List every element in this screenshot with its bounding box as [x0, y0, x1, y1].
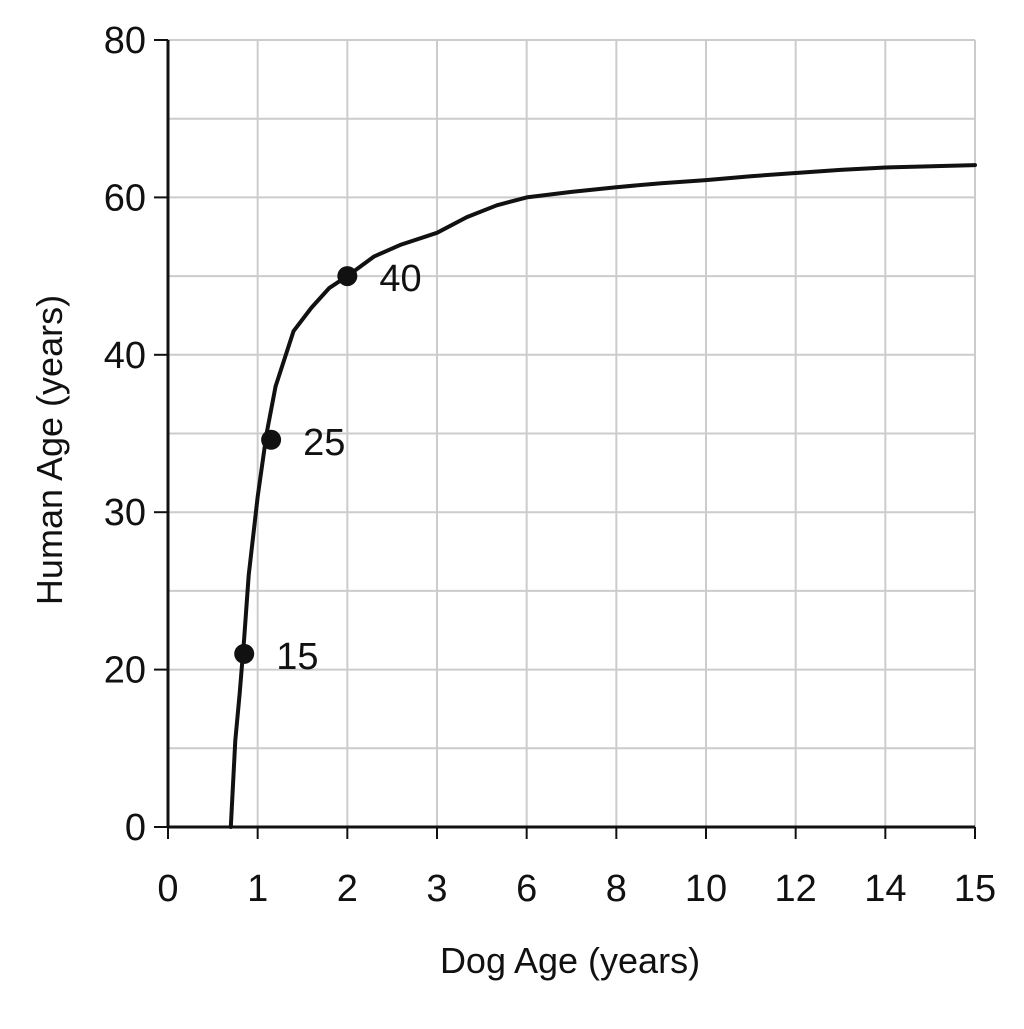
x-tick-label: 1	[247, 868, 268, 910]
data-point	[261, 429, 282, 450]
y-tick-label: 80	[104, 20, 146, 62]
y-tick-label: 40	[104, 335, 146, 377]
data-label: 15	[276, 636, 318, 678]
x-tick-label: 3	[426, 868, 447, 910]
x-axis-title: Dog Age (years)	[440, 940, 700, 981]
data-point	[234, 643, 255, 664]
x-tick-label: 2	[337, 868, 358, 910]
x-tick-label: 14	[864, 868, 906, 910]
series	[228, 163, 977, 829]
data-point	[337, 266, 358, 287]
y-tick-label: 0	[125, 807, 146, 849]
y-axis-title: Human Age (years)	[29, 295, 70, 605]
x-tick-label: 0	[157, 868, 178, 910]
curve-line	[228, 163, 977, 829]
y-tick-label: 20	[104, 650, 146, 692]
x-tick-label: 8	[606, 868, 627, 910]
x-tick-label: 10	[685, 868, 727, 910]
data-label: 25	[303, 422, 345, 464]
x-tick-label: 6	[516, 868, 537, 910]
data-points: 15 25 40	[234, 258, 422, 678]
x-tick-label: 12	[775, 868, 817, 910]
grid	[168, 39, 976, 827]
data-label: 40	[379, 258, 421, 300]
y-tick-label: 30	[104, 492, 146, 534]
x-tick-label: 15	[954, 868, 996, 910]
y-tick-label: 60	[104, 177, 146, 219]
